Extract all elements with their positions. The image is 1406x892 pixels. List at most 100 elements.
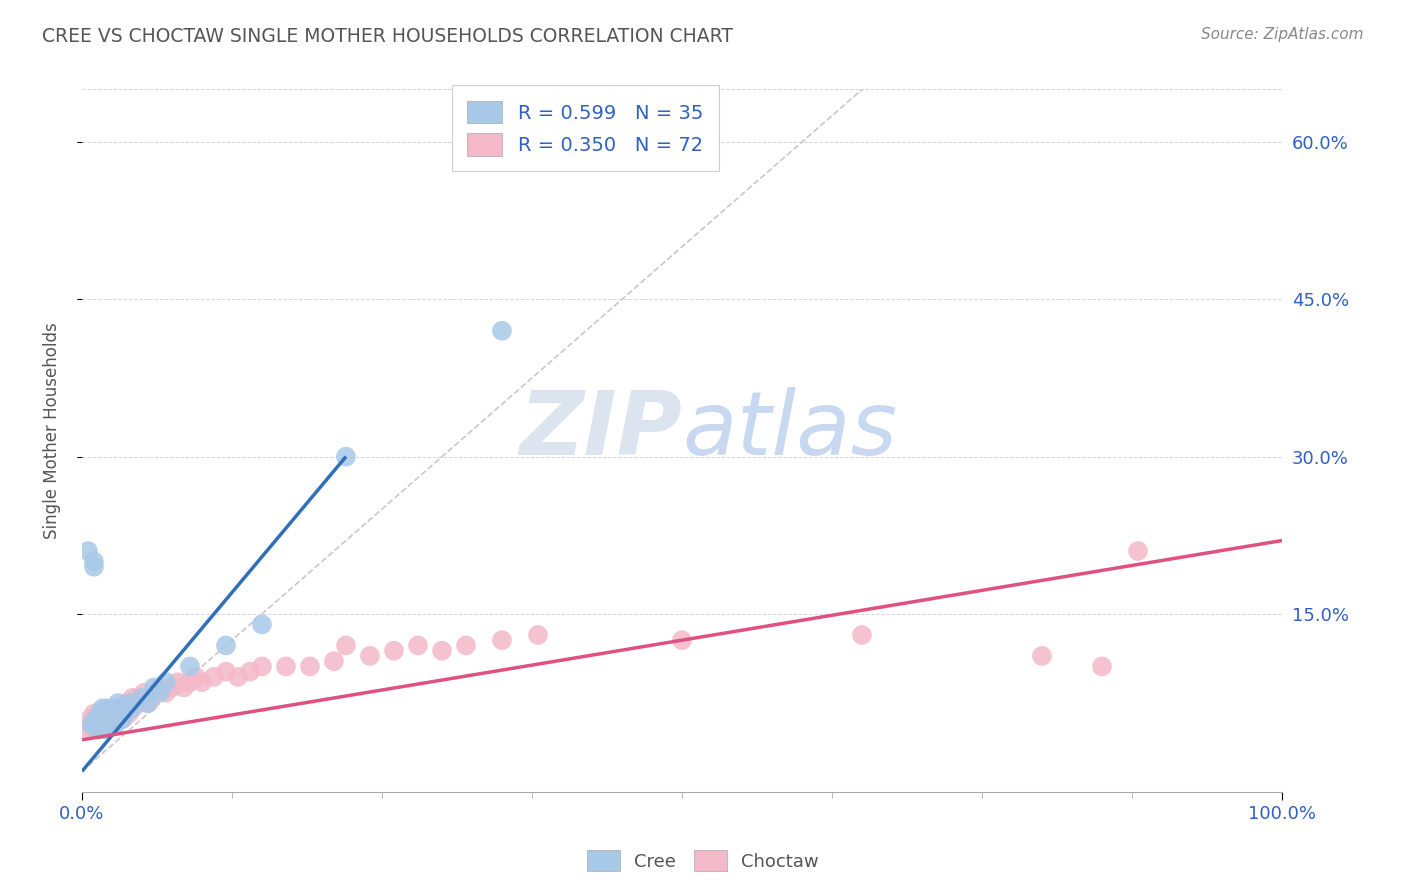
Point xyxy=(83,555,105,569)
Point xyxy=(89,706,111,721)
Text: atlas: atlas xyxy=(682,387,897,474)
Point xyxy=(136,696,159,710)
Point xyxy=(491,633,513,648)
Point xyxy=(323,654,346,668)
Point xyxy=(167,675,190,690)
Point xyxy=(83,712,105,726)
Point xyxy=(131,690,153,705)
Point xyxy=(77,544,100,558)
Point xyxy=(215,665,238,679)
Point xyxy=(94,706,117,721)
Point xyxy=(94,712,117,726)
Point xyxy=(382,643,405,657)
Point xyxy=(111,712,134,726)
Point xyxy=(110,701,132,715)
Point xyxy=(104,712,127,726)
Point xyxy=(136,696,159,710)
Point xyxy=(89,706,111,721)
Point xyxy=(86,717,108,731)
Point xyxy=(454,639,477,653)
Point xyxy=(107,696,129,710)
Point xyxy=(671,633,693,648)
Point xyxy=(128,696,150,710)
Point xyxy=(118,706,141,721)
Point xyxy=(86,723,108,737)
Point xyxy=(107,706,129,721)
Point xyxy=(124,696,146,710)
Point xyxy=(142,681,165,695)
Point xyxy=(89,717,111,731)
Point xyxy=(1031,648,1053,663)
Point xyxy=(91,701,114,715)
Legend: R = 0.599   N = 35, R = 0.350   N = 72: R = 0.599 N = 35, R = 0.350 N = 72 xyxy=(451,86,718,171)
Point xyxy=(91,723,114,737)
Legend: Cree, Choctaw: Cree, Choctaw xyxy=(581,843,825,879)
Point xyxy=(93,712,115,726)
Point xyxy=(96,717,118,731)
Point xyxy=(359,648,381,663)
Point xyxy=(103,717,125,731)
Point xyxy=(134,685,156,699)
Point xyxy=(110,706,132,721)
Point xyxy=(98,717,121,731)
Point xyxy=(851,628,873,642)
Point xyxy=(1126,544,1149,558)
Text: Source: ZipAtlas.com: Source: ZipAtlas.com xyxy=(1201,27,1364,42)
Point xyxy=(131,690,153,705)
Point xyxy=(160,681,183,695)
Point xyxy=(79,712,101,726)
Point xyxy=(90,717,112,731)
Point xyxy=(298,659,321,673)
Point xyxy=(93,706,115,721)
Point xyxy=(83,559,105,574)
Point xyxy=(121,690,143,705)
Point xyxy=(89,712,111,726)
Point xyxy=(97,712,120,726)
Point xyxy=(1091,659,1114,673)
Point xyxy=(94,701,117,715)
Point xyxy=(112,701,135,715)
Point xyxy=(239,665,262,679)
Point xyxy=(101,701,124,715)
Point xyxy=(274,659,297,673)
Point xyxy=(80,717,103,731)
Point xyxy=(141,690,163,705)
Point xyxy=(110,701,132,715)
Point xyxy=(115,696,138,710)
Point xyxy=(127,690,149,705)
Point xyxy=(108,712,131,726)
Point xyxy=(86,723,108,737)
Y-axis label: Single Mother Households: Single Mother Households xyxy=(44,322,60,539)
Point xyxy=(98,706,121,721)
Point xyxy=(155,685,177,699)
Point xyxy=(121,701,143,715)
Point xyxy=(173,681,195,695)
Text: ZIP: ZIP xyxy=(519,387,682,474)
Point xyxy=(179,675,201,690)
Point xyxy=(90,712,112,726)
Point xyxy=(215,639,238,653)
Point xyxy=(103,712,125,726)
Point xyxy=(335,450,357,464)
Point xyxy=(111,712,134,726)
Point xyxy=(179,659,201,673)
Point xyxy=(83,706,105,721)
Point xyxy=(527,628,550,642)
Point xyxy=(430,643,453,657)
Point xyxy=(97,712,120,726)
Point xyxy=(149,681,172,695)
Point xyxy=(491,324,513,338)
Point xyxy=(226,670,249,684)
Point xyxy=(104,717,127,731)
Point xyxy=(250,659,273,673)
Point xyxy=(406,639,429,653)
Point xyxy=(101,706,124,721)
Text: CREE VS CHOCTAW SINGLE MOTHER HOUSEHOLDS CORRELATION CHART: CREE VS CHOCTAW SINGLE MOTHER HOUSEHOLDS… xyxy=(42,27,733,45)
Point xyxy=(100,717,122,731)
Point xyxy=(118,696,141,710)
Point xyxy=(250,617,273,632)
Point xyxy=(155,675,177,690)
Point xyxy=(94,723,117,737)
Point xyxy=(335,639,357,653)
Point xyxy=(87,712,110,726)
